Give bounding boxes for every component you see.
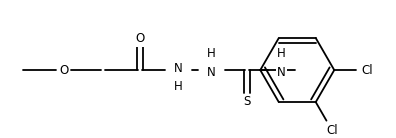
- Text: O: O: [59, 64, 69, 77]
- Text: N: N: [277, 66, 286, 79]
- Text: H: H: [277, 47, 286, 60]
- Text: N: N: [207, 66, 216, 79]
- Text: Cl: Cl: [362, 64, 373, 77]
- Text: Cl: Cl: [326, 124, 338, 137]
- Text: O: O: [135, 32, 144, 45]
- Text: H: H: [174, 80, 183, 93]
- Text: S: S: [243, 95, 250, 108]
- Text: H: H: [207, 47, 216, 60]
- Text: N: N: [174, 62, 183, 75]
